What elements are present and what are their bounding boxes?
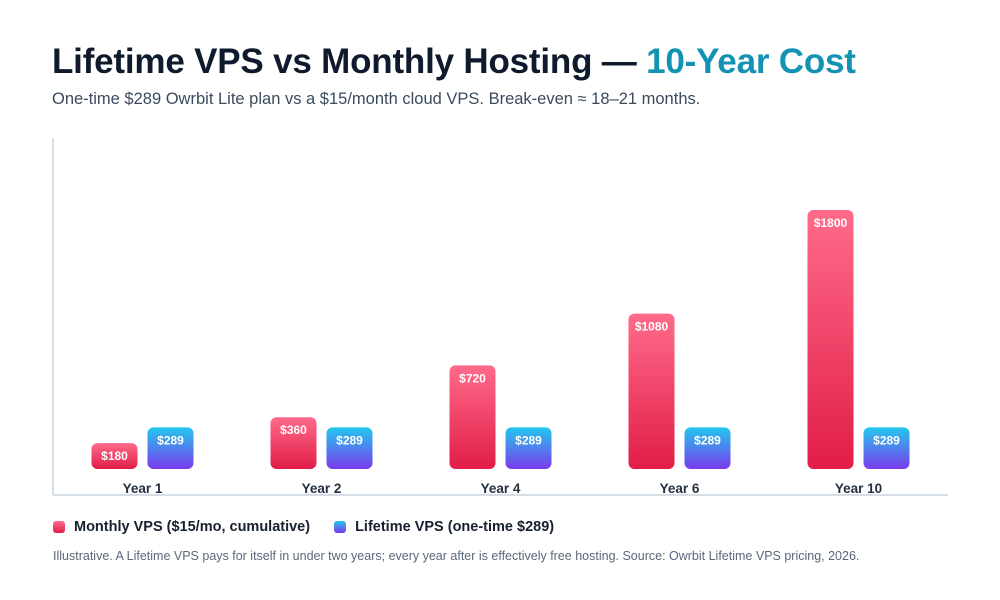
bar-monthly-year-1 bbox=[91, 443, 138, 469]
data-label-lifetime-year-10: $289 bbox=[873, 433, 900, 447]
bar-monthly-year-2 bbox=[270, 417, 317, 469]
data-label-monthly-year-1: $180 bbox=[101, 449, 128, 463]
data-label-monthly-year-10: $1800 bbox=[814, 216, 848, 230]
x-tick-label: Year 10 bbox=[835, 481, 882, 496]
data-label-lifetime-year-4: $289 bbox=[515, 433, 542, 447]
bar-lifetime-year-2 bbox=[326, 427, 373, 469]
x-tick-label: Year 4 bbox=[481, 481, 521, 496]
data-label-monthly-year-6: $1080 bbox=[635, 320, 669, 334]
bars-group: $180 $289 $360 $289 $720 $289 $1080 $289 $1800 $2… bbox=[91, 209, 910, 469]
chart-title-accent: 10-Year Cost bbox=[646, 42, 856, 81]
legend-item-lifetime: Lifetime VPS (one-time $289) bbox=[334, 519, 554, 535]
footnote: Illustrative. A Lifetime VPS pays for it… bbox=[53, 549, 860, 563]
data-label-lifetime-year-1: $289 bbox=[157, 433, 184, 447]
bar-monthly-year-4 bbox=[449, 365, 496, 469]
legend-swatch-monthly bbox=[53, 521, 65, 533]
bar-lifetime-year-1 bbox=[147, 427, 194, 469]
bar-lifetime-year-10 bbox=[863, 427, 910, 469]
legend-swatch-lifetime bbox=[334, 521, 347, 533]
data-label-monthly-year-4: $720 bbox=[459, 371, 486, 385]
x-tick-label: Year 2 bbox=[302, 481, 342, 496]
x-tick-labels: Year 1 Year 2 Year 4 Year 6 Year 10 bbox=[123, 481, 883, 496]
legend-label-monthly: Monthly VPS ($15/mo, cumulative) bbox=[74, 519, 311, 535]
legend-item-monthly: Monthly VPS ($15/mo, cumulative) bbox=[53, 519, 310, 535]
data-label-lifetime-year-2: $289 bbox=[336, 433, 363, 447]
bar-monthly-year-6 bbox=[628, 313, 675, 469]
legend-label-lifetime: Lifetime VPS (one-time $289) bbox=[355, 519, 555, 535]
chart-title-main: Lifetime VPS vs Monthly Hosting — bbox=[52, 42, 647, 81]
bar-lifetime-year-6 bbox=[684, 427, 731, 469]
bar-lifetime-year-4 bbox=[505, 427, 552, 469]
chart-title: Lifetime VPS vs Monthly Hosting — 10-Yea… bbox=[52, 42, 856, 82]
x-tick-label: Year 1 bbox=[123, 481, 163, 496]
chart-subtitle: One-time $289 Owrbit Lite plan vs a $15/… bbox=[52, 90, 701, 108]
legend: Monthly VPS ($15/mo, cumulative) Lifetim… bbox=[53, 519, 554, 535]
data-label-monthly-year-2: $360 bbox=[280, 423, 307, 437]
data-label-lifetime-year-6: $289 bbox=[694, 433, 721, 447]
x-tick-label: Year 6 bbox=[660, 481, 700, 496]
bar-monthly-year-10 bbox=[807, 209, 854, 469]
